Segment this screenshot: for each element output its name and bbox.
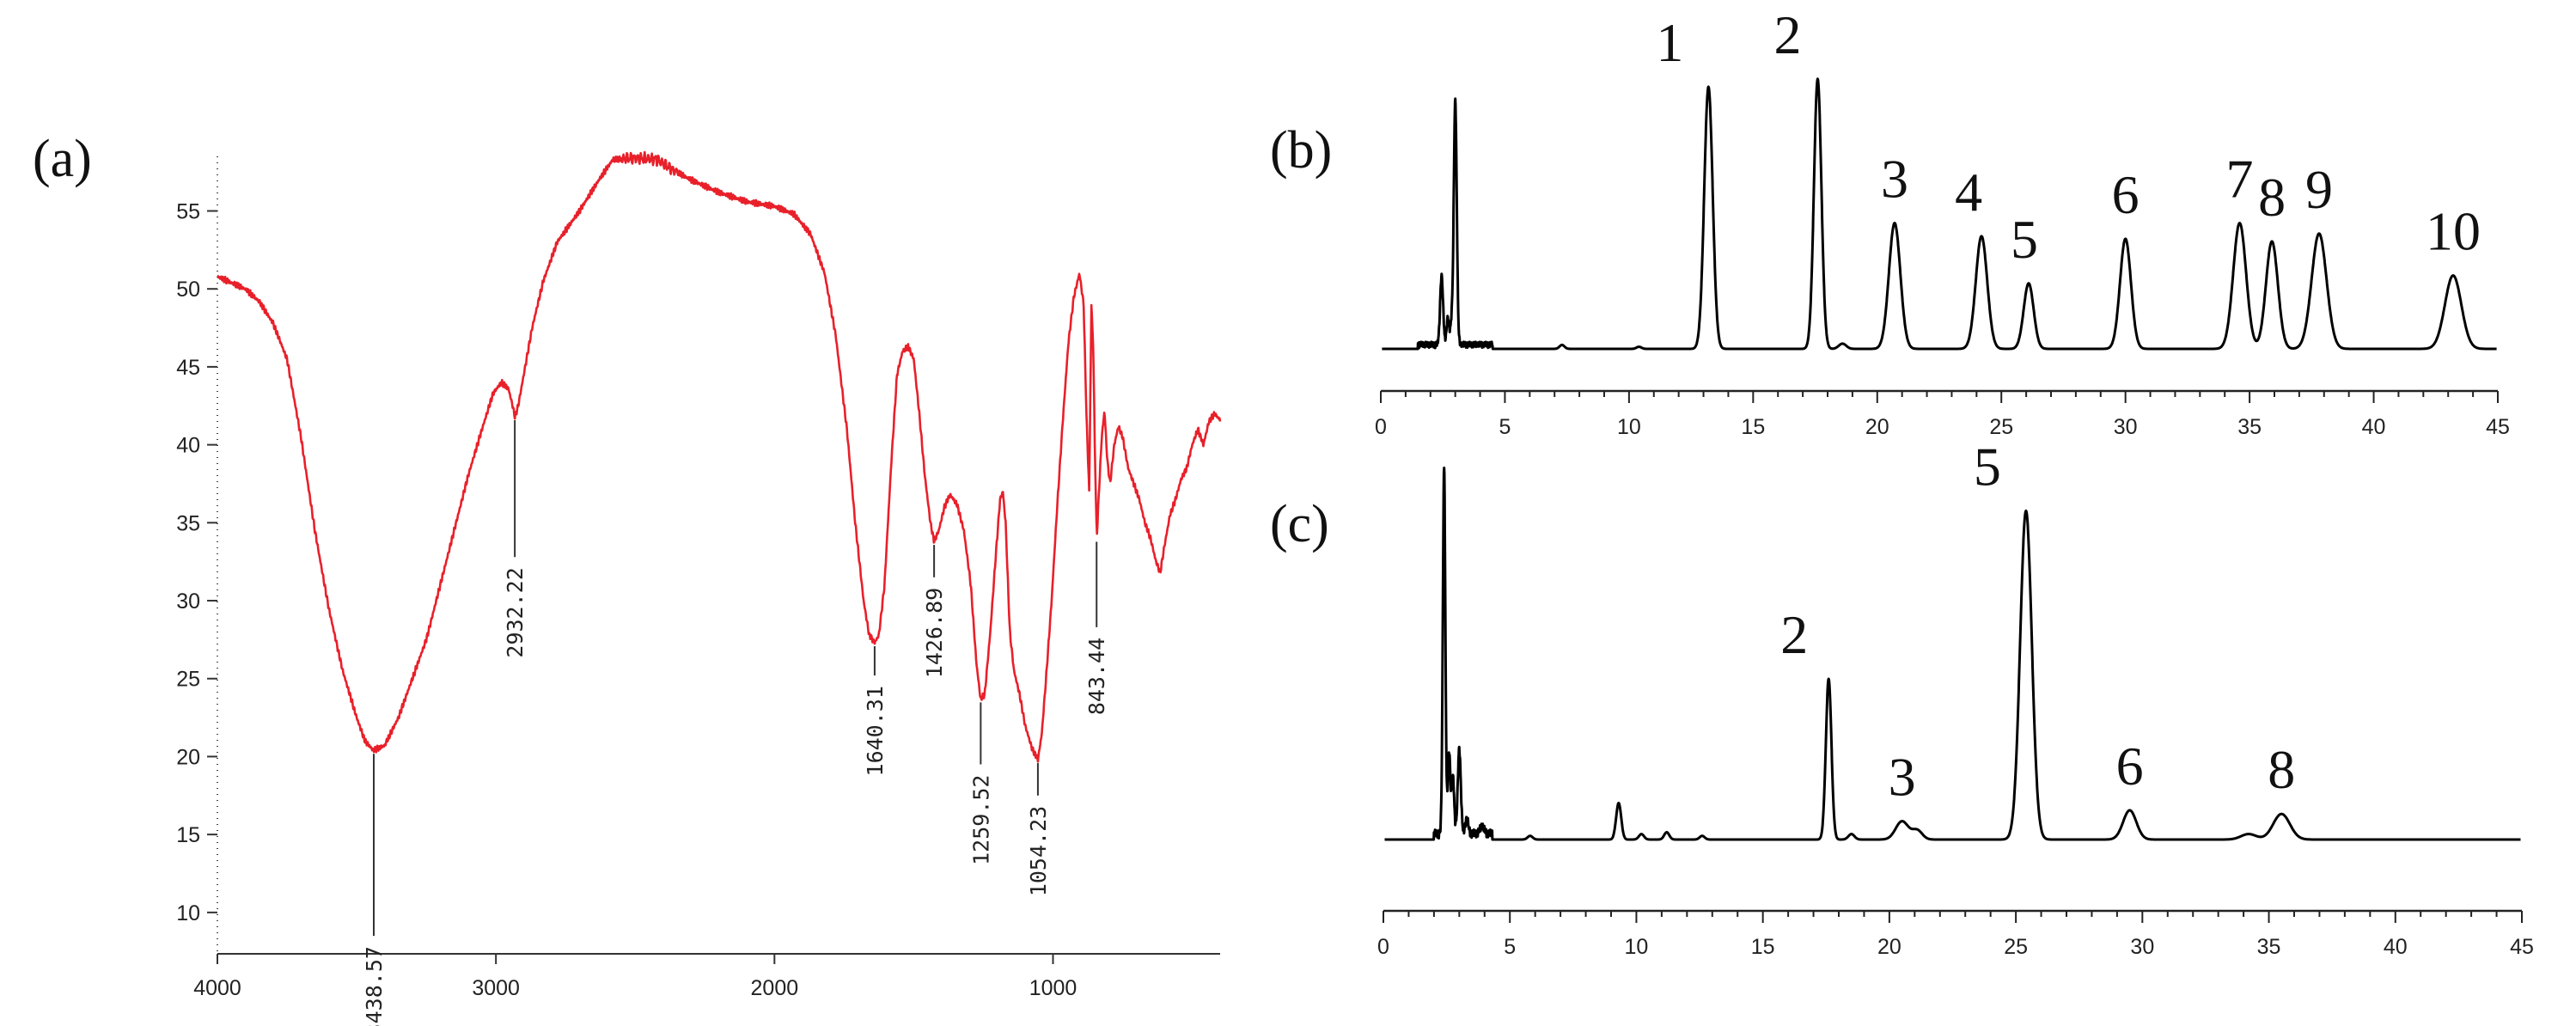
panel-b-peak-label: 10 xyxy=(2426,201,2481,262)
panel-a-x-tick-label: 4000 xyxy=(193,976,241,1000)
panel-a-peak-annotation: 843.44 xyxy=(1084,638,1109,715)
panel-a-peak-annotation: 1640.31 xyxy=(863,686,888,776)
panel-c-x-tick-label: 15 xyxy=(1751,935,1775,959)
panel-a-y-tick-label: 45 xyxy=(176,356,200,380)
panel-a-letter: (a) xyxy=(33,130,92,188)
panel-b-x-tick-label: 40 xyxy=(2362,415,2386,439)
panel-b-letter: (b) xyxy=(1270,121,1332,180)
panel-a-y-tick-label: 55 xyxy=(176,199,200,223)
panel-b-x-tick-label: 15 xyxy=(1741,415,1765,439)
panel-c-x-tick-label: 20 xyxy=(1877,935,1901,959)
panel-a-y-tick-label: 30 xyxy=(176,589,200,614)
panel-b-peak-label: 8 xyxy=(2258,167,2286,228)
panel-b-peak-label: 2 xyxy=(1773,4,1801,65)
panel-c-peak-label: 2 xyxy=(1780,604,1808,665)
panel-a-y-tick-label: 35 xyxy=(176,511,200,535)
panel-c-x-tick-label: 0 xyxy=(1377,935,1389,959)
panel-c-peak-label: 6 xyxy=(2116,736,2144,797)
panel-b-peak-label: 3 xyxy=(1881,149,1908,210)
panel-a-y-tick-label: 25 xyxy=(176,668,200,692)
panel-b-trace xyxy=(1381,77,2498,351)
panel-a-y-tick-label: 10 xyxy=(176,901,200,925)
panel-c-x-tick-label: 45 xyxy=(2510,935,2534,959)
panel-c-x-tick-label: 25 xyxy=(2004,935,2028,959)
panel-b-x-tick-label: 5 xyxy=(1499,415,1511,439)
panel-a-y-tick-label: 40 xyxy=(176,434,200,458)
panel-a-x-tick-label: 1000 xyxy=(1029,976,1077,1000)
panel-c-trace xyxy=(1383,467,2522,841)
panel-a-x-tick-label: 3000 xyxy=(472,976,520,1000)
panel-b-x-tick-label: 0 xyxy=(1375,415,1387,439)
panel-a-y-tick-label: 20 xyxy=(176,745,200,769)
panel-c-peak-label: 5 xyxy=(1974,437,2001,498)
panel-b-chromatogram: (b) 0 5 10 15 20 25 30 35 40 451 23 456 7 8 910 xyxy=(1270,4,2510,439)
panel-b-x-tick-label: 35 xyxy=(2237,415,2262,439)
panel-b-peak-label: 7 xyxy=(2226,149,2254,210)
panel-a-peak-annotation: 3438.57 xyxy=(362,946,387,1026)
panel-b-x-tick-label: 10 xyxy=(1617,415,1641,439)
panel-b-x-tick-label: 20 xyxy=(1865,415,1889,439)
panel-c-peak-label: 3 xyxy=(1889,747,1916,808)
panel-a-peak-annotation: 1259.52 xyxy=(968,775,993,865)
panel-b-x-tick-label: 25 xyxy=(1989,415,2013,439)
panel-a-y-tick-label: 15 xyxy=(176,823,200,847)
panel-c-x-tick-label: 35 xyxy=(2257,935,2281,959)
panel-a-peak-annotation: 2932.22 xyxy=(503,567,528,657)
panel-c-x-tick-label: 5 xyxy=(1504,935,1516,959)
panel-b-x-tick-label: 30 xyxy=(2114,415,2138,439)
panel-a-y-tick-label: 50 xyxy=(176,278,200,302)
panel-b-peak-label: 1 xyxy=(1656,12,1683,73)
panel-b-x-tick-label: 45 xyxy=(2486,415,2510,439)
panel-a-peak-annotation: 1054.23 xyxy=(1026,806,1051,896)
panel-c-x-tick-label: 30 xyxy=(2130,935,2154,959)
panel-c-peak-label: 8 xyxy=(2268,739,2295,800)
panel-b-peak-label: 4 xyxy=(1955,162,1982,223)
panel-b-peak-label: 9 xyxy=(2305,159,2333,220)
panel-a-spectrum-line xyxy=(217,150,1222,763)
panel-b-peak-label: 5 xyxy=(2011,209,2038,270)
panel-b-peak-label: 6 xyxy=(2112,164,2140,225)
panel-c-x-tick-label: 40 xyxy=(2384,935,2408,959)
panel-c-x-tick-label: 10 xyxy=(1625,935,1649,959)
panel-a-x-tick-label: 2000 xyxy=(751,976,799,1000)
panel-a-ftir-spectrum: (a) 10 15 20 25 30 35 40 45 50 55 4000 3000 2000 1000… xyxy=(33,130,1222,1026)
panel-a-peak-annotation: 1426.89 xyxy=(922,588,947,678)
panel-c-letter: (c) xyxy=(1270,495,1329,553)
